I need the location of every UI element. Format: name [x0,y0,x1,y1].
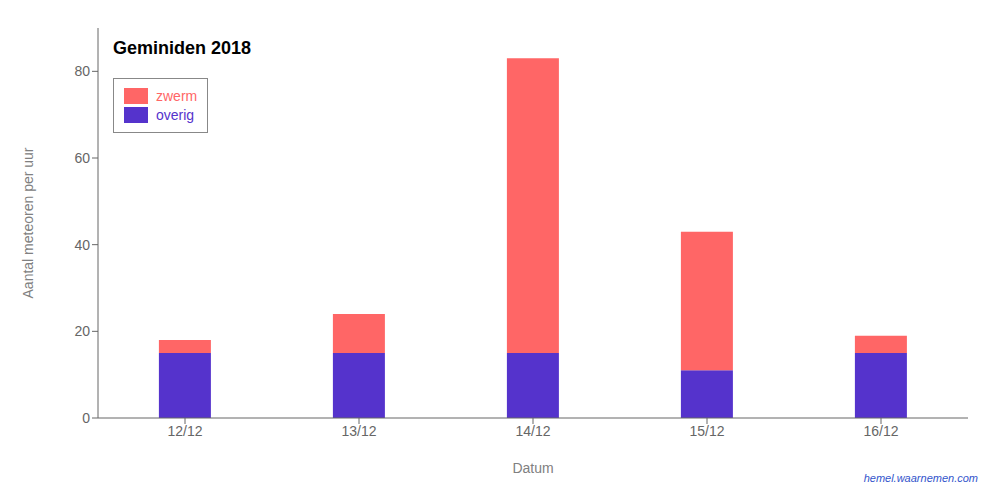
html-text:Geminiden 2018: Geminiden 2018 [113,38,252,58]
svg-text:80: 80 [74,63,90,79]
html-text:zwerm: zwerm [156,88,198,104]
svg-text:Aantal meteoren per uur: Aantal meteoren per uur [20,147,36,298]
svg-text:16/12: 16/12 [863,423,898,439]
svg-text:14/12: 14/12 [515,423,550,439]
html-text:hemel.waarnemen.com: hemel.waarnemen.com [863,472,978,484]
svg-text:20: 20 [74,323,90,339]
svg-text:12/12: 12/12 [167,423,202,439]
svg-text:60: 60 [74,150,90,166]
svg-text:0: 0 [82,410,90,426]
svg-text:Datum: Datum [512,460,553,476]
svg-text:13/12: 13/12 [341,423,376,439]
svg-text:15/12: 15/12 [689,423,724,439]
html-text:overig: overig [156,107,195,123]
svg-text:40: 40 [74,237,90,253]
